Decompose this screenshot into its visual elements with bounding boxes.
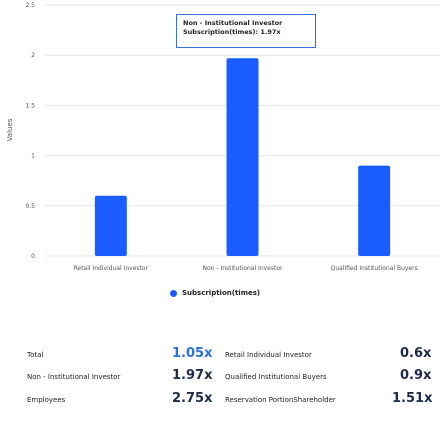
y-tick-label: 0.5 [25,203,35,210]
bar-chart: 0 0.5 1 1.5 2 2.5 Values Retail Individual In… [6,2,440,272]
summary-label: Reservation PortionShareholder [225,396,336,404]
bar-tooltip: Non - Institutional Investor Subscriptio… [176,14,316,48]
y-axis-ticks: 0 0.5 1 1.5 2 2.5 [25,2,35,260]
chart-legend[interactable]: Subscription(times) [170,289,260,297]
bars [94,58,391,256]
y-tick-label: 1.5 [25,102,35,109]
summary-value: 0.9x [400,368,432,383]
bar[interactable] [94,195,127,256]
summary-row: Total 1.05x Retail Individual Investor 0… [0,346,445,366]
legend-marker-icon [170,289,177,297]
summary-label: Retail Individual Investor [225,351,312,359]
y-axis-label: Values [6,118,14,141]
summary-value: 1.51x [392,391,433,406]
summary-label: Qualified Institutional Buyers [225,373,327,381]
tooltip-title: Non - Institutional Investor [183,19,283,27]
legend-label: Subscription(times) [182,289,261,297]
summary-label: Employees [27,396,66,404]
summary-value: 1.05x [172,346,213,361]
y-tick-label: 2.5 [25,2,35,9]
bar[interactable] [358,165,391,256]
x-tick-label: Retail Individual Investor [74,265,149,272]
summary-label: Non - Institutional Investor [27,373,121,381]
summary-row: Non - Institutional Investor 1.97x Quali… [0,368,445,388]
y-tick-label: 2 [31,52,35,59]
x-tick-label: Non - Institutional Investor [203,265,284,272]
tooltip-value: Subscription(times): 1.97x [183,28,281,36]
summary-value: 2.75x [172,391,213,406]
x-tick-label: Qualified Institutional Buyers [331,265,418,272]
x-axis-ticks: Retail Individual Investor Non - Institut… [74,265,418,272]
y-tick-label: 0 [31,253,35,260]
y-tick-label: 1 [31,153,35,160]
summary-value: 0.6x [400,346,432,361]
summary-value: 1.97x [172,368,213,383]
summary-label: Total [27,351,44,359]
summary-row: Employees 2.75x Reservation PortionShare… [0,391,445,411]
bar[interactable] [226,58,259,256]
